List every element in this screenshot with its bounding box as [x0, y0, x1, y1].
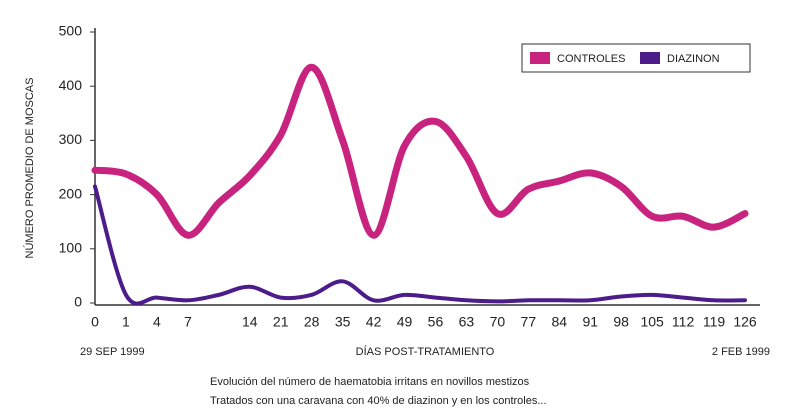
x-tick-label: 70 [490, 314, 506, 330]
x-tick-label: 28 [304, 314, 320, 330]
x-tick-label: 91 [582, 314, 598, 330]
start-date: 29 SEP 1999 [80, 346, 145, 358]
y-tick-label: 0 [74, 294, 82, 310]
y-tick-label: 400 [59, 77, 83, 93]
x-tick-label: 49 [397, 314, 413, 330]
x-tick-label: 21 [273, 314, 289, 330]
x-tick-label: 119 [703, 314, 726, 330]
x-tick-label: 105 [640, 314, 664, 330]
y-tick-label: 500 [59, 23, 83, 39]
x-tick-label: 0 [91, 314, 99, 330]
x-tick-label: 77 [521, 314, 537, 330]
y-axis-label: NÚMERO PROMEDIO DE MOSCAS [23, 78, 36, 259]
legend [521, 43, 751, 73]
y-tick-label: 300 [59, 131, 83, 147]
caption: Evolución del número de haematobia irrit… [210, 376, 530, 388]
legend-swatch [530, 52, 550, 64]
x-tick-label: 112 [672, 314, 695, 330]
x-tick-label: 7 [184, 314, 192, 330]
x-axis-label: DÍAS POST-TRATAMIENTO [356, 345, 495, 358]
x-tick-label: 14 [242, 314, 258, 330]
x-tick-label: 84 [551, 314, 567, 330]
x-tick-label: 126 [733, 314, 757, 330]
y-tick-label: 100 [59, 240, 83, 256]
legend-swatch [640, 52, 660, 64]
caption: Tratados con una caravana con 40% de dia… [210, 395, 547, 407]
end-date: 2 FEB 1999 [712, 346, 770, 358]
x-tick-label: 4 [153, 314, 161, 330]
x-tick-label: 35 [335, 314, 351, 330]
x-tick-label: 98 [613, 314, 629, 330]
x-tick-label: 1 [122, 314, 130, 330]
y-tick-label: 200 [59, 185, 83, 201]
x-tick-label: 56 [428, 314, 444, 330]
x-tick-label: 63 [459, 314, 475, 330]
x-tick-label: 42 [366, 314, 382, 330]
line [91, 63, 749, 239]
legend-label: DIAZINON [667, 53, 720, 65]
line [93, 184, 747, 306]
legend-label: CONTROLES [557, 53, 625, 65]
